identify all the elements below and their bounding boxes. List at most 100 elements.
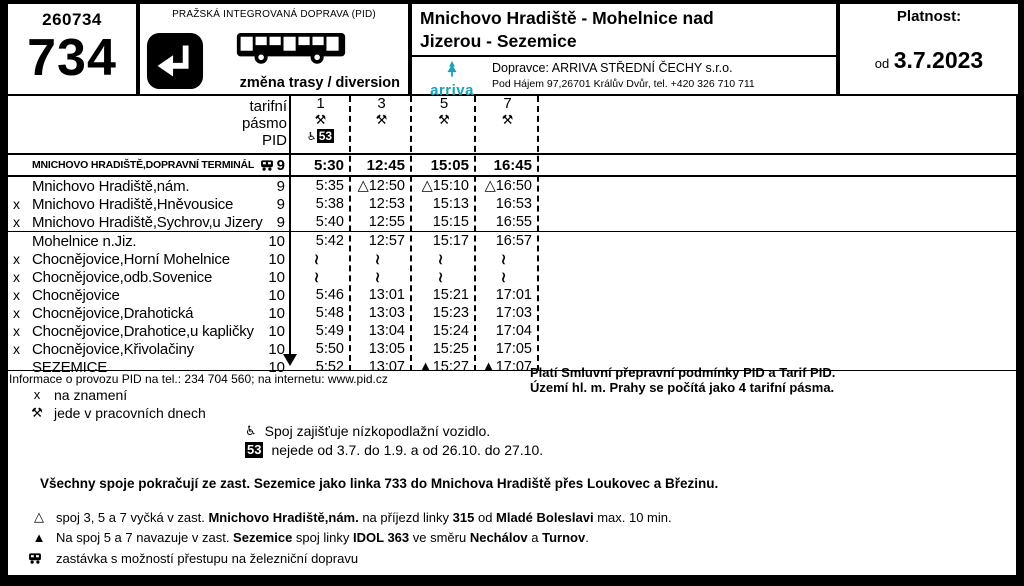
request-stop-marker: x bbox=[13, 214, 20, 230]
note-badge: 53 bbox=[245, 442, 264, 458]
table-row: x Mnichovo Hradiště,Sychrov,u Jizery 9 5:40… bbox=[8, 213, 1016, 231]
zone-value: 10 bbox=[268, 232, 285, 250]
note-bold-text: Turnov bbox=[542, 530, 586, 545]
legend-text: na znamení bbox=[54, 387, 128, 403]
time-cell: 5:49 bbox=[315, 323, 344, 339]
timetable-sheet: tarifní pásmo PID 1 ⚒ ♿ 53 3 ⚒ 5 ⚒ 7 ⚒ MNICHOVO HRA… bbox=[8, 96, 1016, 575]
table-row: Mnichovo Hradiště,nám. 9 5:35 △12:50 △15:10 △… bbox=[8, 177, 1016, 195]
stop-name: Chocnějovice,Drahotice,u kapličky bbox=[32, 322, 254, 340]
note-bold-text: Sezemice bbox=[233, 530, 293, 545]
zone-value: 10 bbox=[268, 304, 285, 322]
table-row: x Chocnějovice,Horní Mohelnice 10 ∼ ∼ ∼ ∼ bbox=[8, 250, 1016, 268]
legend-line: x na znamení bbox=[26, 387, 127, 403]
conditions-line2: Území hl. m. Prahy se počítá jako 4 tari… bbox=[530, 380, 835, 395]
route-title-line1: Mnichovo Hradiště - Mohelnice nad bbox=[420, 8, 714, 28]
time-cell: △12:50 bbox=[357, 178, 405, 194]
pass-through-icon: ∼ bbox=[492, 252, 517, 266]
note-text: spoj 3, 5 a 7 vyčká v zast. bbox=[56, 509, 209, 525]
diversion-label: změna trasy / diversion bbox=[239, 75, 400, 91]
carrier-name: Dopravce: ARRIVA STŘEDNÍ ČECHY s.r.o. bbox=[492, 61, 733, 75]
low-floor-icon: ♿ bbox=[245, 423, 257, 438]
line-number: 734 bbox=[27, 29, 117, 87]
time-cell: 17:03 bbox=[495, 305, 532, 321]
time-cell: ∼ bbox=[290, 269, 351, 286]
train-icon bbox=[260, 159, 274, 171]
time-cell: ▲15:27 bbox=[418, 359, 469, 375]
time-cell: ∼ bbox=[290, 251, 351, 268]
pid-system-title: PRAŽSKÁ INTEGROVANÁ DOPRAVA (PID) bbox=[172, 9, 376, 20]
time-cell: 5:42 bbox=[315, 233, 344, 249]
time-cell: 15:24 bbox=[432, 323, 469, 339]
stop-name: Chocnějovice,Horní Mohelnice bbox=[32, 250, 230, 268]
timetable-table: tarifní pásmo PID 1 ⚒ ♿ 53 3 ⚒ 5 ⚒ 7 ⚒ MNICHOVO HRA… bbox=[8, 95, 1016, 376]
time-cell: 12:57 bbox=[368, 233, 405, 249]
request-stop-marker: x bbox=[13, 305, 20, 321]
stop-name: Chocnějovice,Drahotická bbox=[32, 304, 194, 322]
footnote-line: zastávka s možností přestupu na železnič… bbox=[28, 551, 358, 566]
stop-name: Mnichovo Hradiště,nám. bbox=[32, 177, 190, 195]
trip-extra-symbols: ♿ 53 bbox=[290, 128, 351, 145]
note-text: a bbox=[527, 530, 543, 545]
zone-value: 10 bbox=[268, 322, 285, 340]
footnote-text: spoj 3, 5 a 7 vyčká v zast. Mnichovo Hra… bbox=[56, 510, 672, 525]
time-cell: 16:53 bbox=[495, 196, 532, 212]
table-row: x Mnichovo Hradiště,Hněvousice 9 5:38 12:53 1… bbox=[8, 195, 1016, 213]
time-cell: 15:17 bbox=[432, 233, 469, 249]
time-cell: 15:25 bbox=[432, 341, 469, 357]
trip-number: 7 bbox=[503, 95, 512, 112]
conditions-line1: Platí Smluvní přepravní podmínky PID a T… bbox=[530, 365, 836, 380]
column-divider bbox=[474, 96, 476, 371]
note-bold-text: Nechálov bbox=[469, 530, 528, 545]
table-row: x Chocnějovice 10 5:46 13:01 15:21 17:01 bbox=[8, 286, 1016, 304]
zone-header-line: tarifní bbox=[249, 98, 287, 115]
time-cell: △15:10 bbox=[421, 178, 469, 194]
line-number-box: 260734 734 bbox=[8, 4, 136, 94]
note-bold-text: Mladé Boleslavi bbox=[496, 509, 594, 525]
time-cell: 17:05 bbox=[495, 341, 532, 357]
zone-value: 9 bbox=[276, 195, 285, 213]
workdays-icon: ⚒ bbox=[438, 112, 450, 127]
note-text: spoj linky bbox=[292, 530, 354, 545]
workdays-icon: ⚒ bbox=[31, 405, 43, 420]
zone-value: 10 bbox=[268, 358, 285, 376]
note-bold-text: 315 bbox=[452, 509, 475, 525]
time-cell: 5:46 bbox=[315, 287, 344, 303]
vehicle-note: ♿ Spoj zajišťuje nízkopodlažní vozidlo. bbox=[245, 423, 490, 439]
table-row: x Chocnějovice,Drahotická 10 5:48 13:03 15:23… bbox=[8, 304, 1016, 322]
time-cell: ∼ bbox=[351, 269, 412, 286]
time-cell: ∼ bbox=[351, 251, 412, 268]
time-cell: 12:53 bbox=[368, 196, 405, 212]
low-floor-icon: ♿ bbox=[306, 131, 317, 143]
trip-number: 3 bbox=[377, 95, 386, 112]
continuation-note: Všechny spoje pokračují ze zast. Sezemic… bbox=[40, 476, 719, 491]
time-cell: 13:07 bbox=[368, 359, 405, 375]
time-cell: 5:40 bbox=[315, 214, 344, 230]
arriva-tree-icon bbox=[442, 60, 462, 80]
time-cell: 12:55 bbox=[368, 214, 405, 230]
stop-name: Mnichovo Hradiště,Sychrov,u Jizery bbox=[32, 213, 263, 231]
zone-value: 10 bbox=[268, 286, 285, 304]
carrier-section: arriva Dopravce: ARRIVA STŘEDNÍ ČECHY s.… bbox=[412, 57, 836, 98]
request-stop-marker: x bbox=[13, 196, 20, 212]
time-cell: 13:04 bbox=[368, 323, 405, 339]
time-cell: 17:01 bbox=[495, 287, 532, 303]
time-cell: 16:55 bbox=[495, 214, 532, 230]
validity-prefix: od bbox=[874, 56, 890, 71]
note-text: Na spoj 5 a 7 navazuje v zast. bbox=[56, 530, 234, 545]
zone-value: 9 bbox=[276, 177, 285, 195]
bus-icon bbox=[235, 28, 347, 66]
route-title-box: Mnichovo Hradiště - Mohelnice nad Jizero… bbox=[412, 4, 836, 98]
legend-text: jede v pracovních dnech bbox=[54, 405, 206, 421]
train-icon bbox=[28, 553, 50, 564]
table-row: Mohelnice n.Jiz. 10 5:42 12:57 15:17 16:57 bbox=[8, 231, 1016, 250]
column-divider bbox=[349, 96, 351, 371]
pass-through-icon: ∼ bbox=[305, 252, 330, 266]
vehicle-note-text: Spoj zajišťuje nízkopodlažní vozidlo. bbox=[264, 423, 491, 439]
onward-connection-icon: ▲ bbox=[32, 530, 46, 545]
time-cell: 17:04 bbox=[495, 323, 532, 339]
route-direction-arrow-icon bbox=[283, 354, 297, 366]
zone-value: 9 bbox=[276, 213, 285, 231]
workdays-icon: ⚒ bbox=[501, 112, 514, 127]
time-cell: 15:23 bbox=[432, 305, 469, 321]
workdays-icon: ⚒ bbox=[314, 112, 327, 127]
